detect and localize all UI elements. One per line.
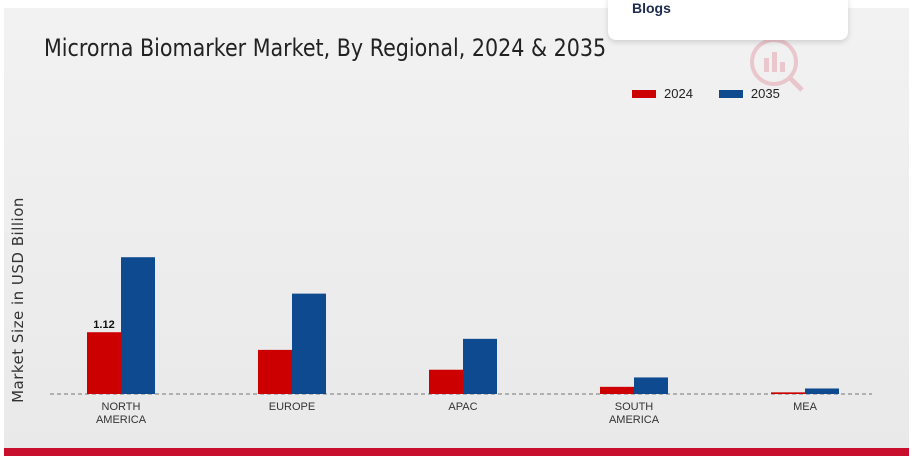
data-label: 1.12 — [93, 319, 114, 331]
bar-2035-3 — [634, 377, 668, 394]
bar-2035-0 — [121, 257, 155, 394]
legend: 2024 2035 — [632, 86, 780, 101]
bar-2024-3 — [600, 386, 634, 394]
bar-2035-4 — [805, 388, 839, 394]
bar-2024-2 — [429, 369, 463, 394]
x-tick-label: APAC — [448, 401, 477, 413]
chart-title: Microrna Biomarker Market, By Regional, … — [44, 34, 607, 62]
legend-label-2024: 2024 — [664, 86, 693, 101]
x-tick-label: MEA — [793, 401, 818, 413]
x-tick-label: SOUTH — [615, 401, 654, 413]
x-tick-label: EUROPE — [269, 401, 315, 413]
x-tick-label: AMERICA — [96, 414, 147, 426]
legend-label-2035: 2035 — [750, 86, 780, 101]
legend-swatch-2035 — [718, 89, 743, 98]
bottom-accent-bar — [4, 448, 909, 456]
logo-watermark-icon — [748, 36, 808, 101]
bar-2024-4 — [771, 392, 805, 394]
bar-2035-2 — [463, 338, 497, 394]
legend-item-2035: 2035 — [718, 86, 780, 101]
bar-2024-0 — [87, 332, 121, 394]
blogs-dropdown[interactable]: Blogs — [608, 0, 848, 40]
x-tick-label: NORTH — [102, 401, 141, 413]
blogs-link[interactable]: Blogs — [632, 0, 671, 16]
bar-2024-1 — [258, 349, 292, 394]
legend-item-2024: 2024 — [632, 86, 693, 101]
legend-swatch-2024 — [632, 89, 656, 98]
x-tick-label: AMERICA — [609, 414, 660, 426]
bar-2035-1 — [292, 293, 326, 394]
